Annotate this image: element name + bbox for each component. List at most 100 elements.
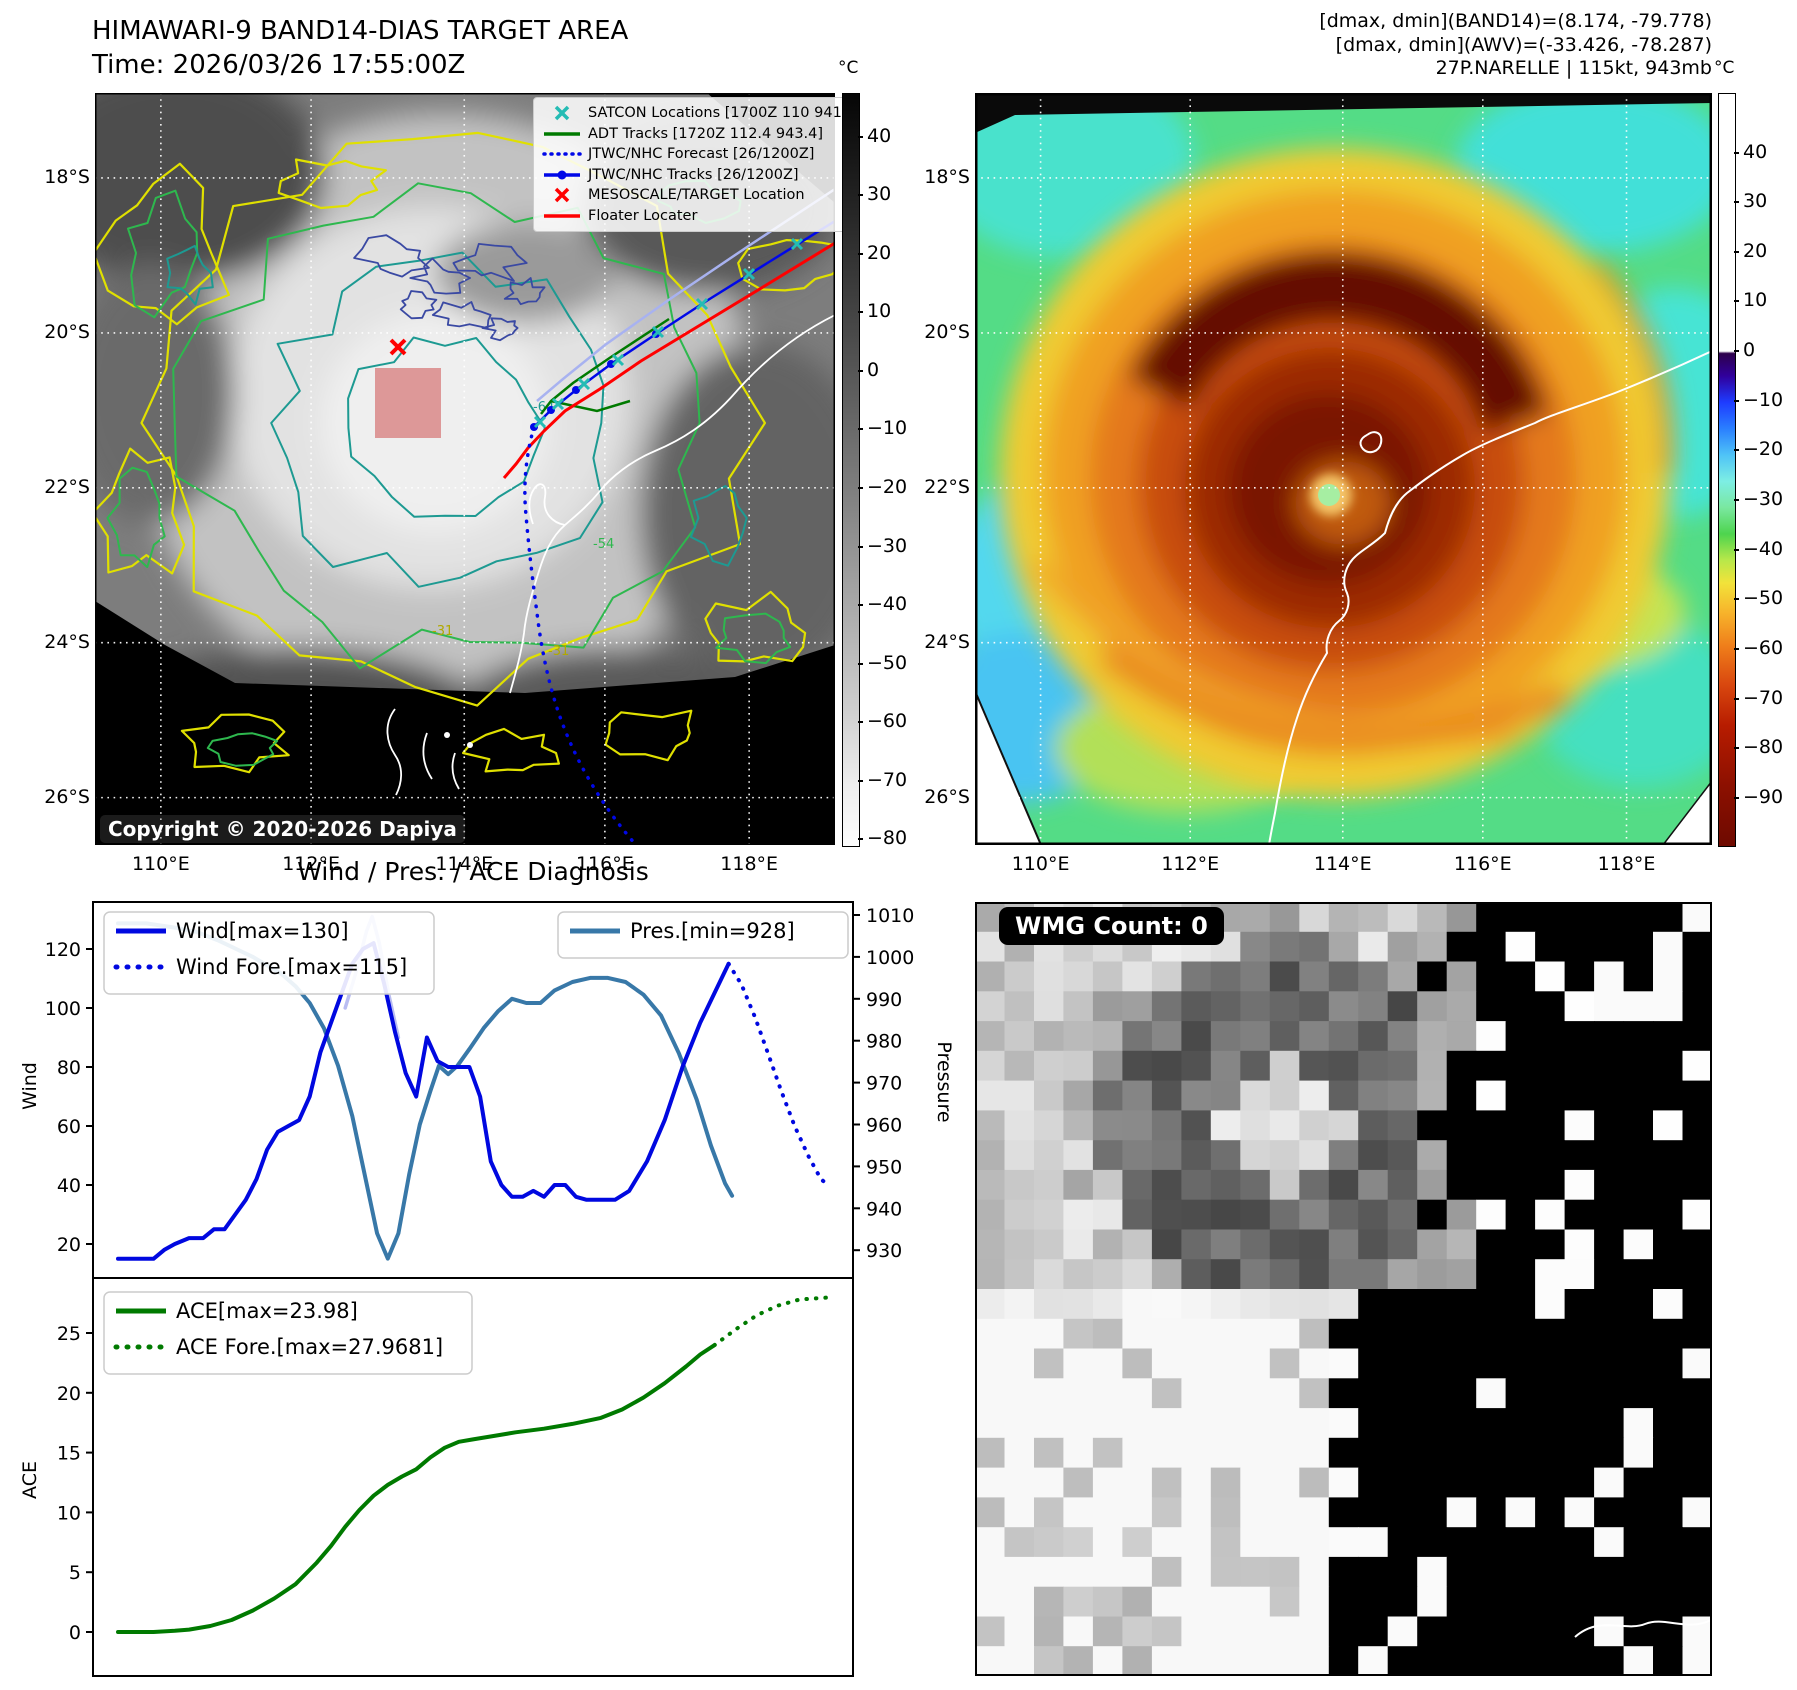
coastline [1268,350,1712,845]
colorbar-tick [858,194,863,197]
tick-label: 40 [57,1175,81,1197]
dmax-dmin-band14: [dmax, dmin](BAND14)=(8.174, -79.778) [1319,10,1712,32]
contour-line [95,447,186,575]
legend-label: ACE Fore.[max=27.9681] [176,1335,443,1359]
colorbar-tick [1734,350,1739,353]
awv-satellite-map [975,93,1712,845]
lat-tick-label: 24°S [924,630,970,653]
island [467,742,473,748]
satcon-x-marker [742,267,756,281]
no-data-edge [975,93,1712,133]
wind-pressure-ace-charts: 2040608010012093094095096097098099010001… [19,901,955,1677]
colorbar-tick [1734,151,1739,154]
colorbar-tick-label: 40 [1743,140,1768,163]
legend-item: MESOSCALE/TARGET Location [542,185,838,206]
tick-label: 0 [69,1622,81,1644]
wmg-panel [975,902,1712,1676]
contour-line [399,290,438,320]
contour-line [452,243,528,282]
tick-label: 120 [45,939,81,961]
colorbar-tick [858,662,863,665]
graticule [975,93,1712,845]
contour-line [347,336,546,518]
lat-tick-label: 24°S [44,630,90,653]
colorbar-tick-label: −80 [1743,736,1784,759]
mesoscale-target-box [375,368,441,438]
colorbar-tick [858,838,863,841]
tick-label: 1000 [866,947,914,969]
satcon-x-marker [611,353,625,367]
satcon-x-marker [790,237,804,251]
legend-item: SATCON Locations [1700Z 110 941] [542,103,847,124]
band14-title-block: HIMAWARI-9 BAND14-DIAS TARGET AREA Time:… [92,14,628,82]
tick-label: 20 [57,1234,81,1256]
pressure-legend [557,911,849,959]
contour-line [277,158,387,210]
storm-id-intensity: 27P.NARELLE | 115kt, 943mb [1435,57,1712,79]
colorbar-tick [858,545,863,548]
forecast-track-line [536,187,835,402]
satcon-x-marker [695,297,709,311]
colorbar-tick-label: 30 [1743,190,1768,213]
contour-line [689,485,748,567]
colorbar-tick-label: −10 [1743,388,1784,411]
colorbar-tick-label: 30 [867,183,892,206]
contour-line [206,732,279,767]
line-dot-legend-swatch [544,170,580,180]
wmg-frame [975,902,1712,1676]
colorbar-tick-label: −40 [1743,537,1784,560]
colorbar-tick [1734,201,1739,204]
satcon-x-marker [651,325,665,339]
no-data-edge [95,601,835,845]
contour-line [715,612,792,665]
dmax-dmin-awv: [dmax, dmin](AWV)=(-33.426, -78.287) [1335,33,1712,56]
contour-line [353,234,430,278]
colorbar-tick [1734,300,1739,303]
colorbar-tick-label: −80 [867,827,908,850]
colorbar-tick-label: −20 [867,476,908,499]
contour-line [180,713,290,774]
tick-label: 990 [866,989,902,1011]
cyclone-cloud-shield [1000,148,1676,798]
tick-label: 10 [57,1502,81,1524]
colorbar-tick-label: 10 [867,300,892,323]
legend-item: JTWC/NHC Tracks [26/1200Z] [542,165,838,186]
ace-axis-title: ACE [19,1461,41,1499]
page-title: HIMAWARI-9 BAND14-DIAS TARGET AREA [92,16,629,46]
lat-tick-label: 18°S [44,165,90,188]
legend-label: ADT Tracks [1720Z 112.4 943.4] [588,125,824,142]
lon-tick-label: 114°E [435,853,494,875]
lon-tick-label: 112°E [282,853,340,875]
tick-label: 60 [57,1116,81,1138]
contour-line [106,466,166,569]
colorbar-tick-label: 10 [1743,289,1768,312]
adt-track-line [540,317,670,415]
legend-label: Wind[max=130] [176,919,349,943]
contour-line [704,590,807,663]
contour-line [409,257,471,295]
contour-label: -54 [593,537,614,552]
band14-colorbar [842,93,860,847]
lon-tick-label: 114°E [1313,853,1372,875]
colorbar-tick-label: −60 [1743,636,1784,659]
lat-tick-label: 20°S [924,320,970,343]
colorbar-tick [1734,647,1739,650]
lon-tick-label: 110°E [1011,853,1070,875]
contour-line [95,162,230,326]
tick-label: 960 [866,1115,902,1137]
lon-tick-label: 116°E [575,853,634,875]
colorbar-tick-label: −50 [1743,587,1784,610]
satcon-x-marker [551,397,565,411]
contour-line [737,239,835,292]
tick-label: 25 [57,1323,81,1345]
wmg-count-badge: WMG Count: 0 [999,907,1224,945]
island [444,732,450,738]
dotted-legend-swatch [542,152,582,156]
tick-label: 1010 [866,905,914,927]
colorbar-tick-label: −90 [1743,785,1784,808]
colorbar-tick [858,369,863,372]
contour-line [462,727,560,773]
colorbar-tick [1734,796,1739,799]
lat-tick-label: 22°S [924,475,970,498]
colorbar-unit: °C [838,58,859,78]
